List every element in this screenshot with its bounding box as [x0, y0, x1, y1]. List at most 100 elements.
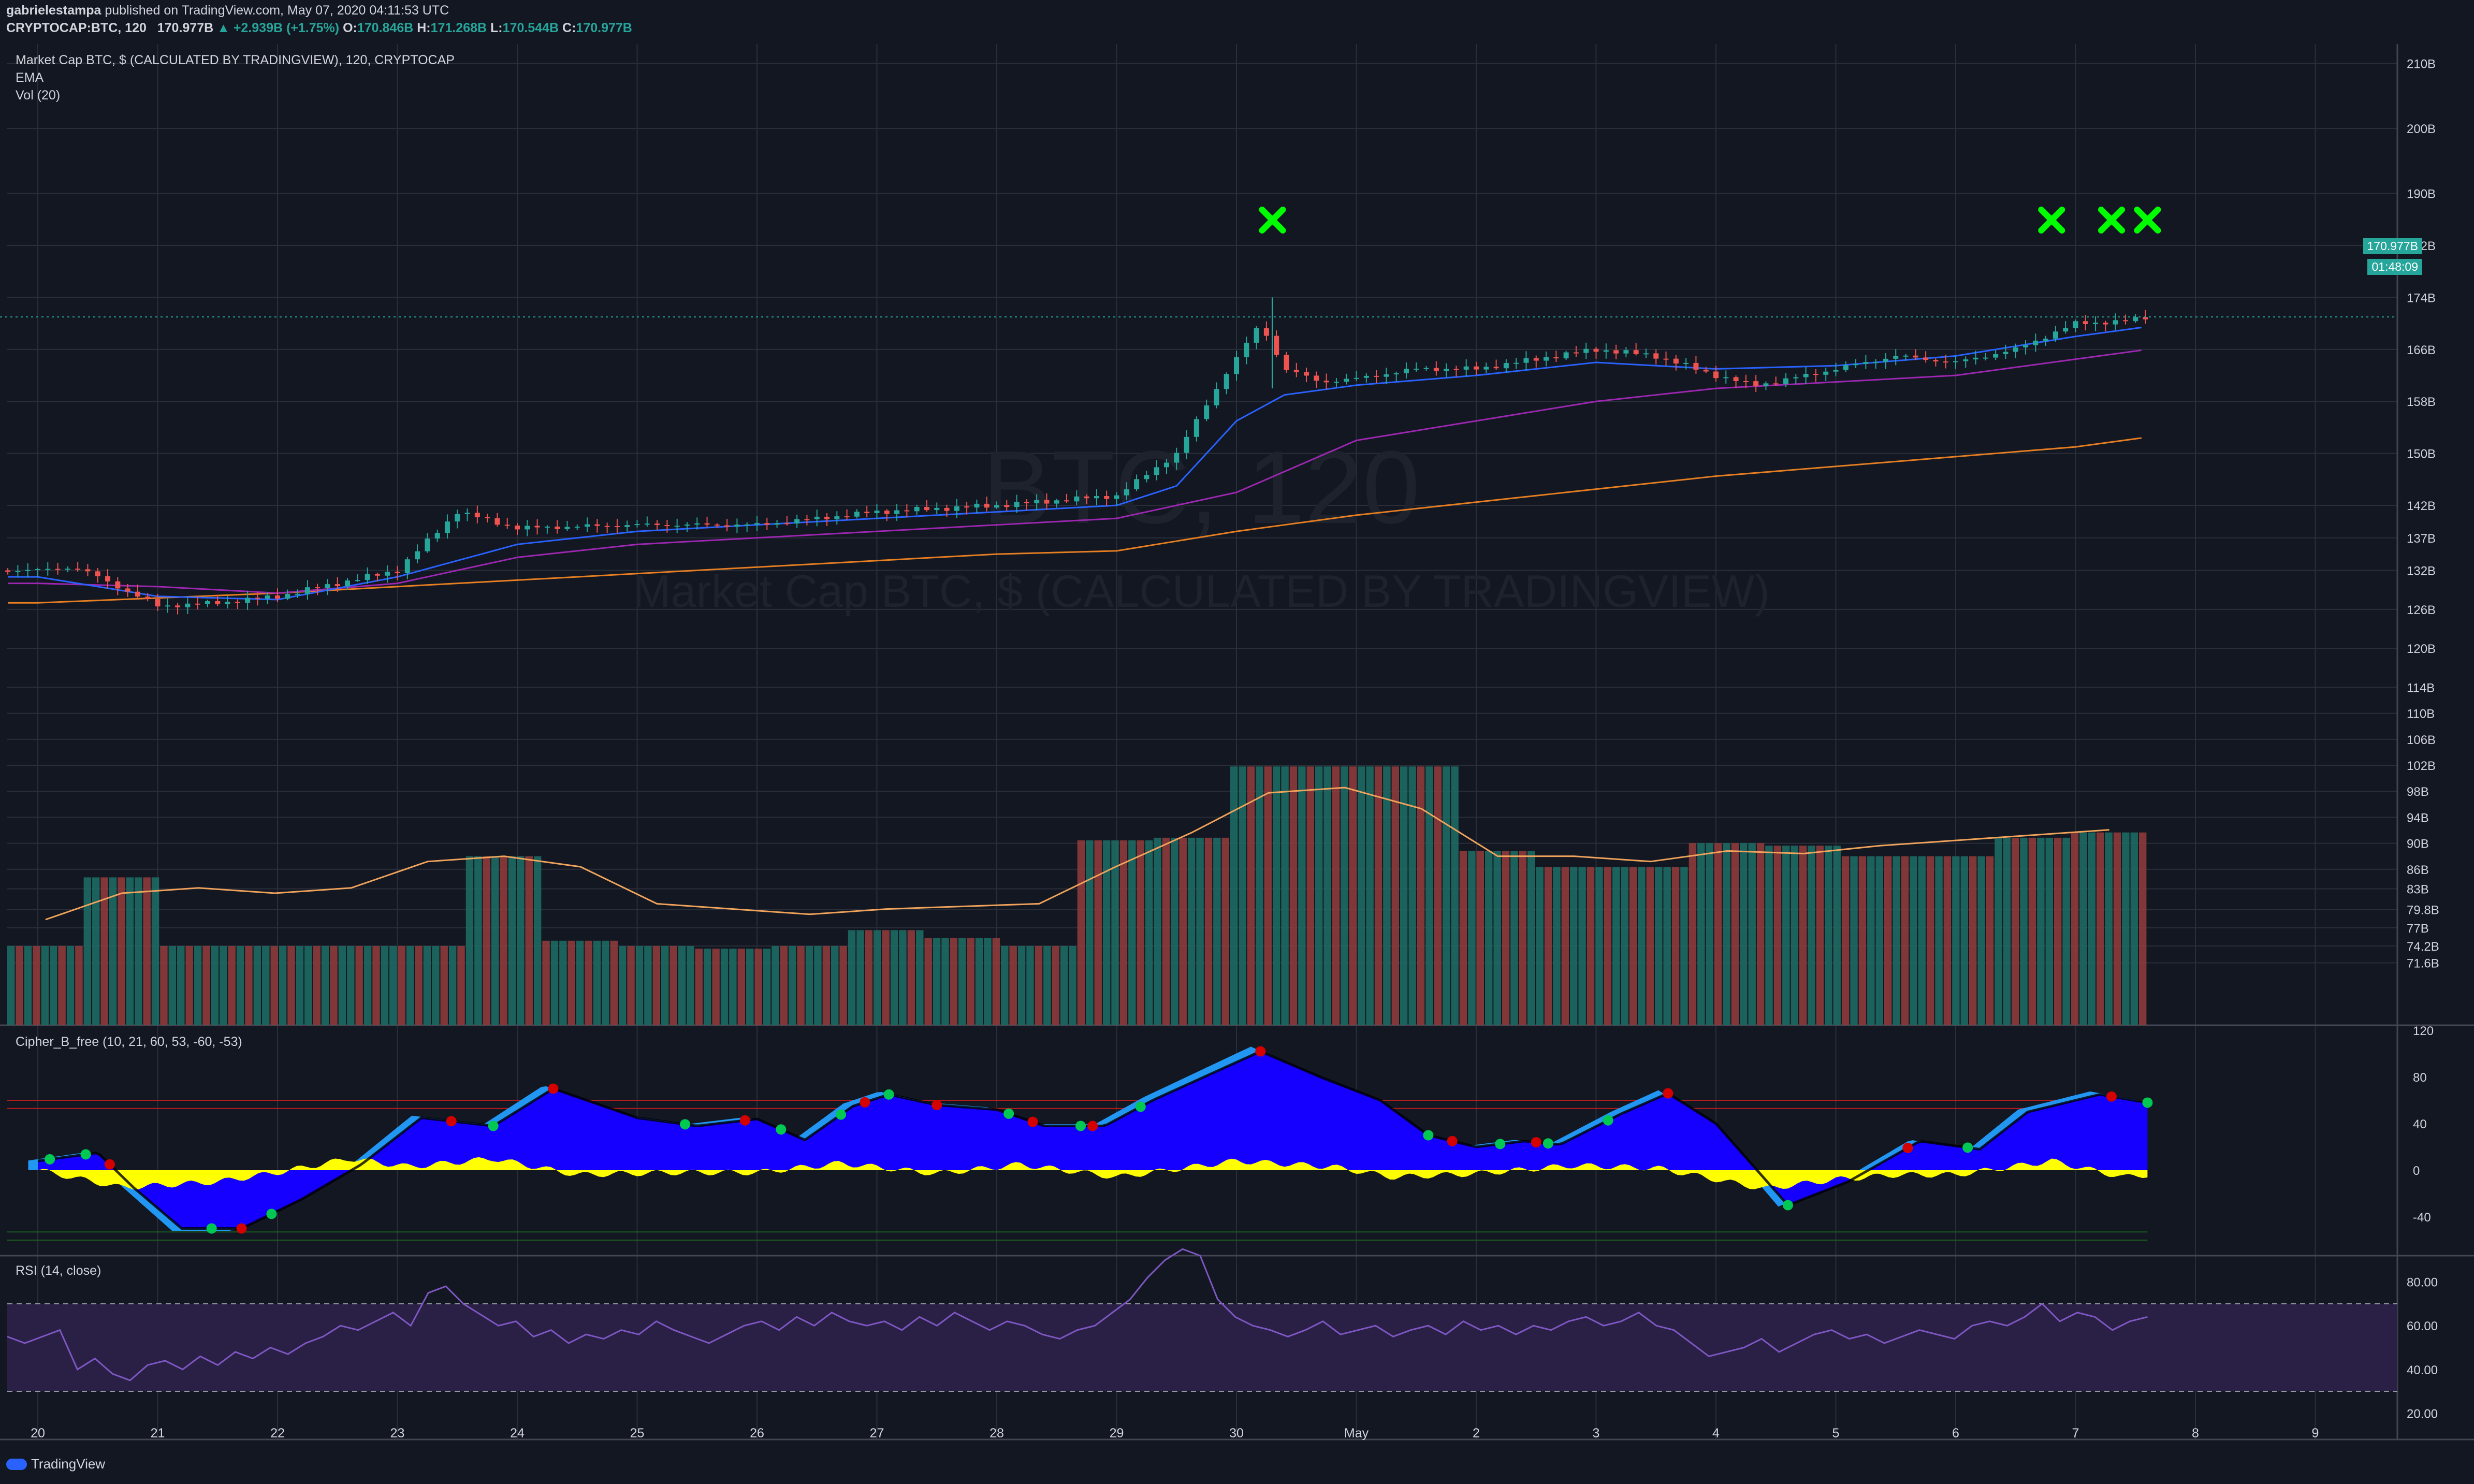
candle-body	[334, 584, 340, 587]
candle-body	[724, 525, 730, 527]
candle-body	[644, 523, 650, 525]
volume-bar	[678, 946, 686, 1025]
candle-body	[5, 570, 11, 572]
candle-body	[1124, 489, 1129, 496]
cipher-buy-dot	[1003, 1108, 1014, 1119]
candle-body	[1873, 361, 1879, 363]
cipher-sell-dot	[446, 1116, 457, 1127]
candle-body	[1553, 357, 1559, 359]
volume-bar	[143, 877, 151, 1025]
candle-body	[654, 523, 660, 526]
candle-body	[105, 576, 111, 581]
ema-legend[interactable]: EMA	[16, 70, 44, 85]
volume-legend[interactable]: Vol (20)	[16, 88, 61, 103]
volume-bar	[1740, 843, 1748, 1025]
bar-countdown-tag: 01:48:09	[2367, 259, 2422, 275]
candle-body	[574, 527, 580, 528]
volume-bar	[907, 930, 915, 1025]
volume-bar	[1671, 867, 1680, 1025]
time-tick-label: 30	[1229, 1426, 1244, 1441]
volume-bar	[635, 946, 644, 1025]
volume-bar	[24, 946, 32, 1025]
candle-body	[55, 569, 61, 570]
volume-bar	[1799, 846, 1807, 1025]
main-legend-title[interactable]: Market Cap BTC, $ (CALCULATED BY TRADING…	[16, 53, 455, 67]
volume-bar	[448, 946, 457, 1025]
candle-body	[1883, 358, 1888, 362]
volume-bar	[593, 940, 601, 1025]
candle-body	[814, 516, 820, 519]
candle-body	[1363, 375, 1369, 378]
volume-bar	[1468, 851, 1476, 1025]
price-tick-label: 102B	[2407, 759, 2436, 773]
volume-bar	[975, 938, 983, 1025]
candle-body	[534, 526, 540, 528]
volume-bar	[1791, 846, 1798, 1025]
candle-body	[365, 574, 370, 580]
candle-body	[444, 521, 450, 533]
volume-bar	[1417, 766, 1425, 1025]
candle-body	[2033, 340, 2039, 345]
candle-body	[1613, 350, 1619, 354]
volume-bar	[737, 949, 746, 1025]
volume-bar	[1731, 843, 1739, 1025]
candle-body	[225, 602, 230, 604]
volume-bar	[1357, 766, 1365, 1025]
candle-body	[275, 595, 280, 599]
candle-body	[1374, 375, 1379, 377]
candle-body	[1463, 366, 1469, 370]
time-tick-label: 3	[1593, 1426, 1600, 1441]
candle-body	[504, 525, 510, 526]
volume-bar	[661, 946, 669, 1025]
time-tick-label: 20	[31, 1426, 45, 1441]
volume-bar	[950, 938, 958, 1025]
candle-body	[1024, 502, 1029, 503]
volume-bar	[66, 946, 75, 1025]
candle-body	[794, 519, 800, 523]
candle-body	[455, 514, 460, 522]
candle-body	[2113, 320, 2118, 325]
candle-body	[1893, 356, 1899, 359]
volume-bar	[1493, 851, 1501, 1025]
cipher-sell-dot	[1087, 1121, 1098, 1131]
volume-bar	[1502, 851, 1510, 1025]
volume-bar	[1595, 867, 1603, 1025]
candle-body	[714, 525, 720, 526]
cipher-wave	[38, 1051, 2148, 1229]
candle-body	[904, 510, 910, 512]
volume-bar	[874, 930, 881, 1025]
candle-body	[245, 598, 251, 603]
candle-body	[934, 507, 940, 511]
candle-body	[304, 587, 310, 594]
cipher-legend[interactable]: Cipher_B_free (10, 21, 60, 53, -60, -53)	[16, 1035, 242, 1049]
high-label: H:	[417, 21, 431, 35]
candle-body	[1863, 362, 1869, 364]
candle-body	[844, 516, 850, 518]
time-axis[interactable]: 20 21 22 23 24 25 26 27 28 29 30 May 2 3 4 5 6 7 8 9	[31, 1426, 2319, 1441]
rsi-legend[interactable]: RSI (14, close)	[16, 1263, 101, 1278]
price-tick-label: 150B	[2407, 447, 2436, 461]
symbol-name[interactable]: CRYPTOCAP:BTC, 120	[6, 21, 147, 35]
volume-bar	[1875, 856, 1883, 1025]
volume-bar	[474, 856, 482, 1025]
volume-bar	[313, 946, 321, 1025]
tradingview-brand[interactable]: TradingView	[6, 1456, 105, 1472]
candle-body	[205, 601, 210, 604]
candle-body	[1284, 355, 1289, 370]
x-stroke	[2134, 207, 2161, 234]
candle-body	[355, 580, 360, 581]
time-tick-label: 7	[2072, 1426, 2079, 1441]
author-name[interactable]: gabrielestampa	[6, 3, 101, 18]
candle-body	[2073, 321, 2078, 328]
volume-bar	[1621, 867, 1628, 1025]
candle-body	[95, 571, 100, 576]
volume-bar	[763, 949, 771, 1025]
candle-body	[1204, 405, 1210, 419]
candle-body	[1144, 475, 1149, 479]
candle-body	[1733, 377, 1739, 381]
price-axis[interactable]: 210B200B190B182B174B166B158B150B142B137B…	[2407, 57, 2439, 1421]
candle-body	[45, 569, 51, 570]
cipher-b-oscillator	[7, 1046, 2153, 1241]
volume-bar	[1519, 851, 1527, 1025]
